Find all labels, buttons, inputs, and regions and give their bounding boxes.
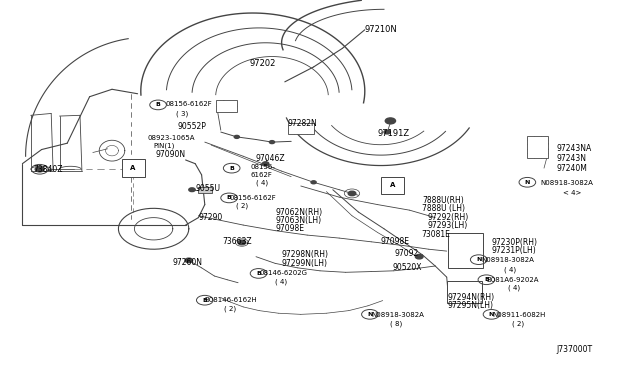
Text: N08918-3082A: N08918-3082A — [481, 257, 534, 263]
Text: 97243N: 97243N — [557, 154, 587, 163]
Text: 90552P: 90552P — [178, 122, 207, 131]
Text: 6162F: 6162F — [251, 172, 273, 178]
Text: B: B — [156, 102, 161, 108]
Text: 73840Z: 73840Z — [33, 165, 63, 174]
Circle shape — [35, 167, 44, 172]
Text: 7888U(RH): 7888U(RH) — [422, 196, 464, 205]
Text: 08146-6202G: 08146-6202G — [260, 270, 308, 276]
Text: 97295N(LH): 97295N(LH) — [448, 301, 494, 310]
Text: 97290: 97290 — [198, 213, 223, 222]
Text: 97090N: 97090N — [156, 150, 186, 159]
Text: 97046Z: 97046Z — [256, 154, 285, 163]
Text: N08911-6082H: N08911-6082H — [493, 312, 546, 318]
Circle shape — [348, 191, 356, 196]
FancyBboxPatch shape — [122, 160, 145, 177]
Text: 97231P(LH): 97231P(LH) — [492, 246, 536, 255]
Text: 97293(LH): 97293(LH) — [428, 221, 468, 230]
Circle shape — [185, 258, 193, 263]
Circle shape — [189, 188, 195, 192]
Text: B: B — [227, 195, 232, 201]
Text: 90520X: 90520X — [392, 263, 422, 272]
Circle shape — [234, 135, 239, 138]
Text: 97202: 97202 — [250, 59, 276, 68]
FancyBboxPatch shape — [216, 100, 237, 112]
Text: B: B — [202, 298, 207, 303]
Text: 97191Z: 97191Z — [378, 129, 410, 138]
FancyBboxPatch shape — [447, 281, 482, 303]
Text: 08156-6162F: 08156-6162F — [165, 101, 212, 107]
Text: ( 2): ( 2) — [224, 305, 236, 312]
Text: 08156-6162F: 08156-6162F — [229, 195, 276, 201]
Text: B: B — [229, 166, 234, 171]
Text: N: N — [525, 180, 530, 185]
FancyBboxPatch shape — [527, 136, 548, 158]
Circle shape — [269, 141, 275, 144]
Text: ( 8): ( 8) — [390, 320, 403, 327]
Circle shape — [238, 240, 246, 245]
Text: ( 2): ( 2) — [512, 320, 524, 327]
Text: 97210N: 97210N — [365, 25, 397, 34]
Text: ( 4): ( 4) — [275, 278, 287, 285]
Text: A: A — [390, 182, 395, 188]
Text: PIN(1): PIN(1) — [153, 143, 174, 150]
Text: N: N — [489, 312, 494, 317]
Text: 9055U: 9055U — [195, 185, 220, 193]
Text: B081A6-9202A: B081A6-9202A — [486, 277, 539, 283]
FancyBboxPatch shape — [381, 177, 404, 194]
Text: 97098E: 97098E — [275, 224, 304, 233]
Text: 73081E: 73081E — [421, 230, 450, 239]
Text: 97063N(LH): 97063N(LH) — [275, 216, 321, 225]
FancyBboxPatch shape — [448, 232, 483, 268]
FancyBboxPatch shape — [288, 123, 314, 134]
Circle shape — [415, 254, 423, 259]
Text: 97299N(LH): 97299N(LH) — [282, 259, 328, 267]
Text: J737000T: J737000T — [557, 345, 593, 354]
Text: ( 4): ( 4) — [504, 266, 516, 273]
Text: N08918-3082A: N08918-3082A — [371, 312, 424, 318]
Text: 97062N(RH): 97062N(RH) — [275, 208, 323, 217]
Text: < 4>: < 4> — [563, 190, 582, 196]
Text: A: A — [131, 165, 136, 171]
Text: 7888U (LH): 7888U (LH) — [422, 204, 465, 213]
Text: B: B — [484, 277, 489, 282]
Text: 97282N: 97282N — [288, 119, 317, 128]
Text: 97243NA: 97243NA — [557, 144, 592, 153]
Text: 73663Z: 73663Z — [223, 237, 252, 246]
Text: N: N — [476, 257, 481, 262]
Text: ( 4): ( 4) — [256, 179, 268, 186]
Circle shape — [311, 181, 316, 184]
Text: 97294N(RH): 97294N(RH) — [448, 293, 495, 302]
Text: 08923-1065A: 08923-1065A — [147, 135, 195, 141]
Text: 97298N(RH): 97298N(RH) — [282, 250, 328, 259]
Text: ( 4): ( 4) — [508, 285, 520, 291]
Circle shape — [385, 118, 396, 124]
Text: B08146-6162H: B08146-6162H — [205, 297, 257, 303]
Circle shape — [384, 130, 390, 134]
Text: ( 3): ( 3) — [176, 110, 188, 117]
Text: ( 2): ( 2) — [236, 202, 248, 209]
FancyBboxPatch shape — [198, 187, 212, 193]
Text: 97230P(RH): 97230P(RH) — [492, 238, 538, 247]
Text: B: B — [256, 271, 261, 276]
Text: 97240M: 97240M — [557, 164, 588, 173]
Text: 08156-: 08156- — [251, 164, 276, 170]
Text: N08918-3082A: N08918-3082A — [541, 180, 594, 186]
Text: 97260N: 97260N — [173, 258, 203, 267]
Text: 97292(RH): 97292(RH) — [428, 213, 468, 222]
Text: 97092: 97092 — [395, 249, 419, 258]
Text: 97098E: 97098E — [381, 237, 410, 246]
Circle shape — [262, 162, 269, 166]
Text: N: N — [367, 312, 372, 317]
